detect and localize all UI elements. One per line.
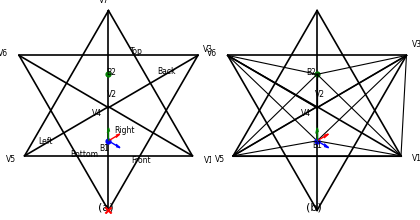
Text: (a): (a) [98,203,113,213]
Text: (b): (b) [307,203,322,213]
